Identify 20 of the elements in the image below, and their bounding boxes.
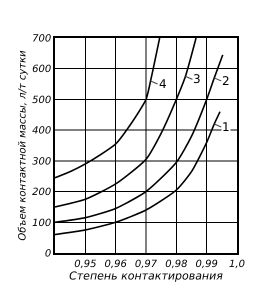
series-label: 4 [159, 77, 167, 91]
x-tick-label: 1,0 [229, 258, 245, 270]
x-tick-label: 0,97 [134, 258, 158, 270]
y-tick-label: 300 [32, 156, 52, 168]
y-tick-label: 500 [32, 94, 52, 106]
series-label: 3 [193, 72, 201, 86]
series-label: 1 [222, 120, 230, 134]
y-tick-label: 700 [32, 34, 52, 44]
x-tick-label: 0,95 [74, 258, 96, 270]
y-tick-label: 0 [44, 248, 52, 260]
y-tick-label: 100 [32, 218, 52, 229]
x-axis-title: Степень контактирования [69, 270, 224, 283]
x-tick-label: 0,99 [196, 258, 218, 270]
y-tick-label: 400 [32, 126, 52, 137]
x-tick-label: 0,96 [104, 258, 127, 270]
x-tick-label: 0,98 [165, 258, 188, 270]
series-label: 2 [222, 74, 230, 88]
y-tick-label: 200 [32, 187, 52, 198]
y-tick-label: 600 [32, 64, 52, 76]
y-axis-title: Объем контактной массы, л/т сутки [18, 50, 29, 241]
